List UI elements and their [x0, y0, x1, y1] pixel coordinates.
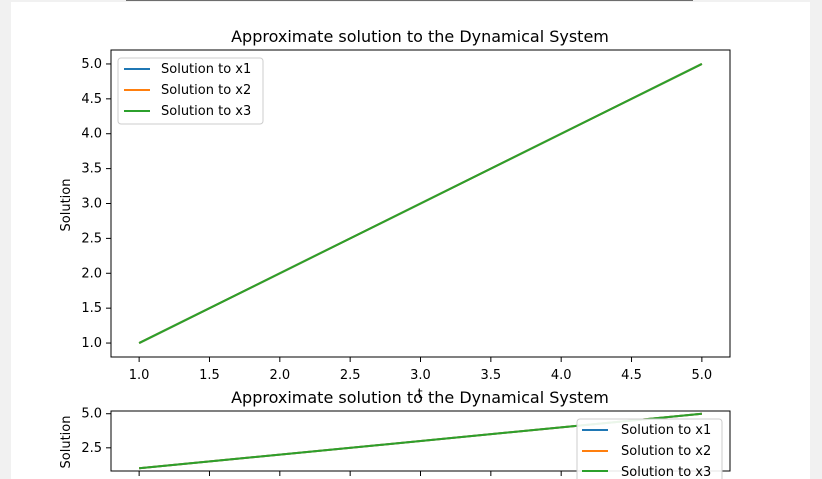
- main-y-tick-label: 1.5: [81, 301, 102, 316]
- main-y-axis-label: Solution: [59, 179, 74, 232]
- bottom-chart-title-overlap: Approximate solution to the Dynamical Sy…: [231, 388, 609, 407]
- main-y-tick-label: 5.0: [81, 57, 102, 72]
- main-y-tick-label: 4.0: [81, 127, 102, 142]
- bottom-legend: Solution to x1 Solution to x2 Solution t…: [576, 418, 723, 479]
- bottom-y-axis-label: Solution: [59, 416, 74, 469]
- main-y-tick-label: 1.0: [81, 336, 102, 351]
- bottom-legend-label-x2: Solution to x2: [621, 444, 711, 459]
- main-x-tick-label: 4.0: [551, 368, 572, 383]
- main-x-tick-label: 4.5: [621, 368, 642, 383]
- main-legend-label-x3: Solution to x3: [161, 104, 251, 119]
- main-x-tick-label: 1.5: [199, 368, 220, 383]
- main-x-axis-label: t: [417, 387, 422, 402]
- bottom-y-tick-label: 2.5: [81, 441, 102, 456]
- main-x-tick-label: 5.0: [692, 368, 713, 383]
- main-chart: Approximate solution to the Dynamical Sy…: [59, 27, 731, 402]
- main-x-tick-label: 1.0: [129, 368, 150, 383]
- bottom-legend-label-x3: Solution to x3: [621, 465, 711, 479]
- main-legend: Solution to x1 Solution to x2 Solution t…: [117, 57, 264, 125]
- main-x-tick-label: 3.5: [480, 368, 501, 383]
- main-x-ticks: 1.0 1.5 2.0 2.5 3.0 3.5 4.0 4.5 5.0: [129, 357, 712, 383]
- top-divider: [126, 0, 693, 1]
- bottom-legend-box: [576, 418, 723, 479]
- main-y-tick-label: 3.5: [81, 162, 102, 177]
- bottom-y-tick-label: 5.0: [81, 407, 102, 422]
- main-y-tick-label: 2.0: [81, 266, 102, 281]
- bottom-chart: Approximate solution to the Dynamical Sy…: [59, 388, 731, 479]
- main-legend-box: [117, 57, 264, 125]
- main-y-tick-label: 4.5: [81, 92, 102, 107]
- main-chart-title: Approximate solution to the Dynamical Sy…: [231, 27, 609, 46]
- main-x-tick-label: 2.0: [269, 368, 290, 383]
- bottom-legend-label-x1: Solution to x1: [621, 423, 711, 438]
- main-series: [138, 63, 703, 344]
- main-y-ticks: 1.0 1.5 2.0 2.5 3.0 3.5 4.0 4.5 5.0: [81, 57, 111, 351]
- bottom-y-ticks: 2.5 5.0: [81, 407, 111, 456]
- main-legend-label-x1: Solution to x1: [161, 62, 251, 77]
- main-series-line-3: [138, 63, 703, 344]
- main-y-tick-label: 2.5: [81, 231, 102, 246]
- main-x-tick-label: 2.5: [340, 368, 361, 383]
- main-x-tick-label: 3.0: [410, 368, 431, 383]
- main-legend-label-x2: Solution to x2: [161, 83, 251, 98]
- main-y-tick-label: 3.0: [81, 197, 102, 212]
